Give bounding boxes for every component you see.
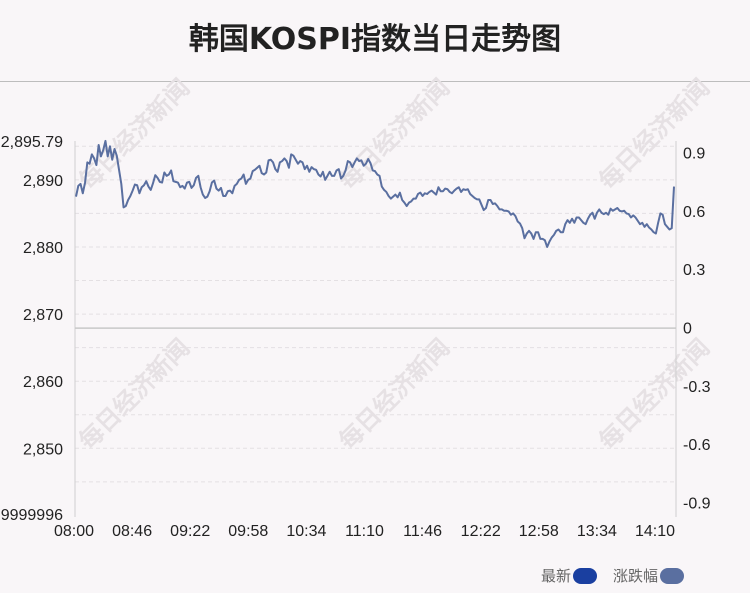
legend: 最新 涨跌幅 <box>525 565 684 586</box>
right-tick-label: -0.3 <box>683 379 711 396</box>
series-layer <box>75 139 675 248</box>
left-tick-label: 2,880 <box>23 240 63 257</box>
watermark-text: 每日经济新闻 <box>74 334 196 456</box>
chart-title: 韩国KOSPI指数当日走势图 <box>188 22 562 57</box>
x-axis-ticks: 08:00 08:46 09:22 09:58 10:34 11:10 11:46 12:22… <box>54 523 675 540</box>
legend-item-change[interactable]: 涨跌幅 <box>613 565 684 586</box>
legend-label-latest: 最新 <box>540 567 571 585</box>
x-tick-label: 12:22 <box>461 523 501 540</box>
right-tick-label: 0 <box>683 321 692 338</box>
title-divider <box>0 81 750 82</box>
left-axis-ticks: 2,895.79 2,890 2,880 2,870 2,860 2,850 9999996 <box>1 134 63 524</box>
x-tick-label: 08:00 <box>54 523 94 540</box>
right-tick-label: 0.3 <box>683 262 705 279</box>
x-tick-label: 11:10 <box>345 523 384 540</box>
series-line-latest <box>75 139 675 248</box>
watermark-text: 每日经济新闻 <box>334 74 456 196</box>
x-tick-label: 09:58 <box>228 523 268 540</box>
x-tick-label: 08:46 <box>112 523 152 540</box>
legend-swatch-latest <box>572 567 597 584</box>
left-tick-label: 9999996 <box>1 507 63 524</box>
right-tick-label: 0.9 <box>683 146 705 163</box>
x-tick-label: 14:10 <box>635 523 675 540</box>
right-tick-label: 0.6 <box>683 204 705 221</box>
left-tick-label: 2,850 <box>23 441 63 458</box>
left-tick-label: 2,895.79 <box>1 134 63 151</box>
left-tick-label: 2,870 <box>23 307 63 324</box>
x-tick-label: 09:22 <box>170 523 210 540</box>
watermark-text: 每日经济新闻 <box>74 74 196 196</box>
x-tick-label: 13:34 <box>577 523 617 540</box>
x-tick-label: 11:46 <box>403 523 442 540</box>
watermark-text: 每日经济新闻 <box>594 74 716 196</box>
left-tick-label: 2,860 <box>23 374 63 391</box>
x-tick-label: 10:34 <box>286 523 326 540</box>
legend-item-latest[interactable]: 最新 <box>541 565 597 586</box>
gridlines <box>75 145 676 483</box>
legend-swatch-change <box>660 567 684 584</box>
left-tick-label: 2,890 <box>23 173 63 190</box>
x-tick-label: 12:58 <box>519 523 559 540</box>
legend-label-change: 涨跌幅 <box>612 567 658 585</box>
axes <box>74 141 677 517</box>
right-tick-label: -0.6 <box>683 437 711 454</box>
watermark-text: 每日经济新闻 <box>334 334 456 456</box>
right-tick-label: -0.9 <box>683 495 711 512</box>
right-axis-ticks: 0.9 0.6 0.3 0 -0.3 -0.6 -0.9 <box>683 146 711 513</box>
